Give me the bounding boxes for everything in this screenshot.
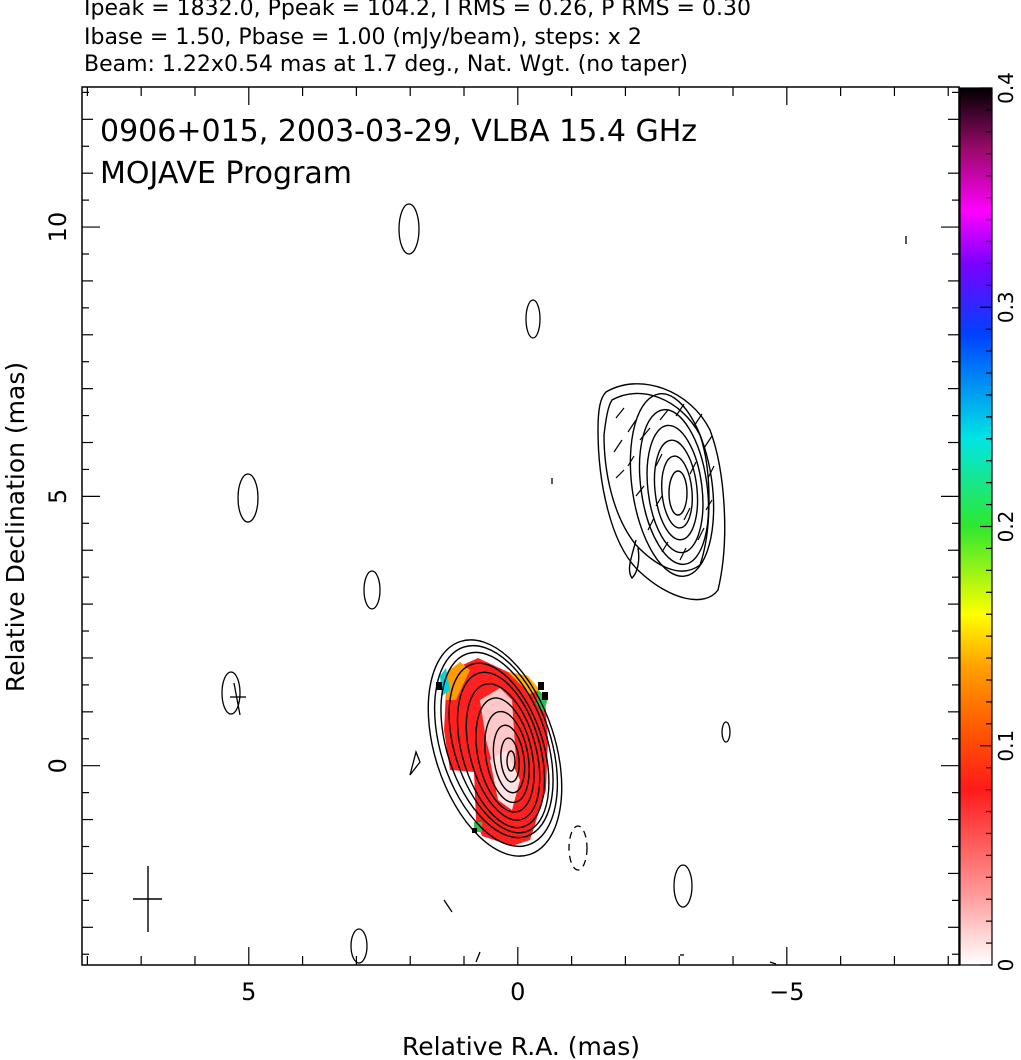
polarization-vectors <box>613 403 715 561</box>
colorbar-tick-label: 0.1 <box>994 730 1018 762</box>
x-axis-label: Relative R.A. (mas) <box>402 1032 640 1060</box>
chart-title: 0906+015, 2003-03-29, VLBA 15.4 GHz <box>100 114 697 149</box>
x-tick-label: −5 <box>769 978 804 1006</box>
y-tick-label: 0 <box>44 758 72 773</box>
x-tick-label: 0 <box>510 978 525 1006</box>
x-tick-label: 5 <box>241 978 256 1006</box>
header-line-2: Ibase = 1.50, Pbase = 1.00 (mJy/beam), s… <box>84 25 642 50</box>
y-tick-label: 5 <box>44 489 72 504</box>
beam-marker <box>133 866 162 932</box>
header-line-1: Ipeak = 1832.0, Ppeak = 104.2, I RMS = 0… <box>84 0 751 21</box>
plot-frame <box>81 86 960 966</box>
jet-contours <box>597 383 726 601</box>
chart-subtitle: MOJAVE Program <box>100 156 352 191</box>
colorbar-tick-label: 0.3 <box>994 291 1018 323</box>
noise-contours <box>221 203 907 965</box>
colorbar-tick-label: 0.4 <box>994 72 1018 104</box>
y-tick-label: 10 <box>44 212 72 243</box>
header-line-3: Beam: 1.22x0.54 mas at 1.7 deg., Nat. Wg… <box>84 52 688 77</box>
y-axis-label: Relative Declination (mas) <box>1 362 30 692</box>
core-contours <box>427 639 563 857</box>
colorbar-tick-label: 0 <box>994 959 1018 972</box>
colorbar-tick-label: 0.2 <box>994 511 1018 543</box>
